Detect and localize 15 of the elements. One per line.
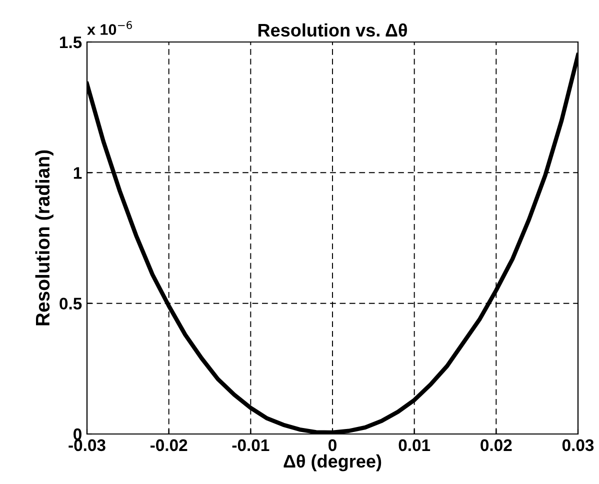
x-tick-label: 0.03 xyxy=(562,439,594,452)
x-tick-label: -0.02 xyxy=(150,439,188,452)
y-axis-title: Resolution (radian) xyxy=(35,150,54,326)
x-tick-label: -0.03 xyxy=(68,439,106,452)
y-tick-label: 1 xyxy=(74,167,82,179)
y-tick-label: 0.5 xyxy=(60,298,82,310)
x-tick-label: 0.02 xyxy=(480,439,512,452)
x-tick-label: -0.01 xyxy=(232,439,270,452)
y-tick-label: 1.5 xyxy=(60,36,82,48)
y-tick-label: 0 xyxy=(74,428,82,440)
x-tick-label: 0 xyxy=(328,439,336,452)
x-axis-title: Δθ (degree) xyxy=(284,454,382,472)
chart-title: Resolution vs. Δθ xyxy=(258,23,407,37)
x-tick-label: 0.01 xyxy=(398,439,430,452)
text: x 10$^{−6}$ xyxy=(87,21,132,35)
